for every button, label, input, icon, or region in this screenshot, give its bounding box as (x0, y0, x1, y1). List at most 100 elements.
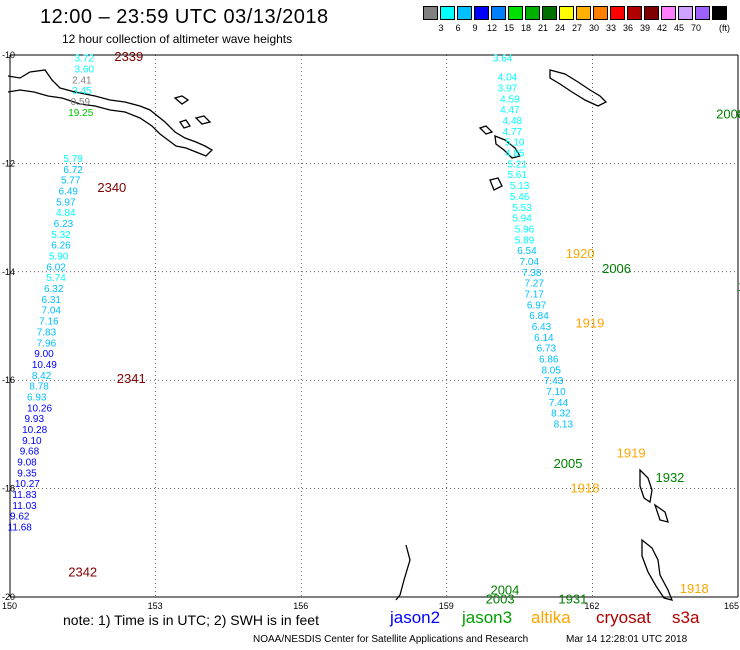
wave-height-labels: 3.723.602.413.450.5919.255.796.725.776.4… (8, 54, 574, 534)
wave-height-value: 7.17 (524, 289, 544, 300)
wave-height-value: 5.61 (507, 170, 527, 181)
wave-height-value: 5.46 (510, 192, 530, 203)
scale-swatch (508, 6, 523, 20)
legend-entry-altika: altika (531, 608, 571, 627)
wave-height-value: 9.08 (17, 458, 37, 469)
wave-height-value: 11.03 (12, 501, 37, 512)
wave-height-value: 5.21 (507, 159, 527, 170)
pass-time-label: 1919 (617, 445, 646, 460)
scale-tick: 9 (472, 23, 478, 33)
wave-height-value: 4.48 (503, 116, 523, 127)
pass-time-label: 19 (738, 279, 740, 294)
coastline-vanuatu-3 (641, 538, 674, 601)
wave-height-value: 10.26 (27, 403, 52, 414)
wave-height-value: 6.93 (27, 392, 47, 403)
wave-height-value: 6.72 (63, 165, 83, 176)
scale-swatch (576, 6, 591, 20)
wave-height-value: 5.96 (515, 224, 535, 235)
scale-swatch (457, 6, 472, 20)
wave-height-value: 4.59 (500, 94, 520, 105)
wave-height-value: 7.16 (39, 317, 59, 328)
coastline-solomon-1 (549, 69, 608, 107)
coastline (7, 69, 674, 601)
pass-time-label: 1920 (566, 246, 595, 261)
map-subtitle: 12 hour collection of altimeter wave hei… (62, 32, 293, 46)
pass-time-label: 1918 (680, 581, 709, 596)
scale-swatch (661, 6, 676, 20)
latitude-label: -14 (2, 267, 15, 277)
generation-timestamp: Mar 14 12:28:01 UTC 2018 (566, 634, 688, 645)
scale-swatch (644, 6, 659, 20)
pass-time-label: 2004 (490, 582, 519, 597)
wave-height-value: 4.47 (500, 105, 520, 116)
coastline-solomon-3 (494, 134, 522, 159)
wave-height-value: 10.27 (15, 479, 40, 490)
wave-height-value: 4.04 (498, 73, 518, 84)
scale-tick: 33 (605, 23, 616, 33)
wave-height-value: 5.94 (512, 214, 532, 225)
legend-entry-cryosat: cryosat (596, 608, 651, 627)
wave-height-value: 7.04 (520, 257, 540, 268)
latitude-label: -18 (2, 484, 15, 494)
pass-time-label: 1931 (558, 592, 587, 607)
wave-height-value: 5.89 (515, 235, 535, 246)
wave-height-value: 10.28 (22, 425, 47, 436)
wave-height-value: 6.43 (532, 322, 552, 333)
wave-height-value: 3.64 (493, 54, 513, 65)
scale-tick: 70 (690, 23, 701, 33)
wave-height-value: 5.32 (51, 230, 71, 241)
latitude-label: -12 (2, 158, 15, 168)
pass-time-label: 2008 (716, 107, 740, 122)
wave-height-value: 7.44 (549, 398, 569, 409)
scale-tick: 24 (554, 23, 565, 33)
wave-height-value: 5.77 (61, 176, 81, 187)
wave-height-value: 6.32 (44, 284, 64, 295)
coastline-island-b (194, 115, 212, 125)
pass-time-label: 1919 (575, 315, 604, 330)
scale-swatch (525, 6, 540, 20)
wave-height-value: 11.68 (8, 523, 33, 534)
wave-height-value: 5.97 (56, 197, 76, 208)
wave-height-value: 6.54 (517, 246, 537, 257)
scale-swatch (695, 6, 710, 20)
scale-swatch (474, 6, 489, 20)
scale-swatch (559, 6, 574, 20)
wave-height-value: 8.42 (32, 371, 52, 382)
wave-height-value: 6.49 (59, 187, 79, 198)
latitude-label: -16 (2, 375, 15, 385)
wave-height-value: 7.27 (524, 279, 544, 290)
wave-height-value: 9.35 (17, 468, 37, 479)
longitude-label: 165 (724, 601, 739, 611)
coastline-new-caledonia-hint (395, 544, 411, 601)
latitude-label: -10 (2, 50, 15, 60)
scale-tick: 18 (520, 23, 531, 33)
wave-height-value: 8.05 (541, 365, 561, 376)
wave-height-value: 0.59 (71, 97, 91, 108)
longitude-label: 156 (293, 601, 308, 611)
wave-height-value: 5.79 (63, 154, 83, 165)
wave-height-value: 19.25 (68, 108, 93, 119)
wave-height-value: 7.10 (546, 387, 566, 398)
wave-height-value: 9.00 (34, 349, 54, 360)
scale-tick: 21 (537, 23, 548, 33)
pass-time-label: 2003 (486, 592, 515, 607)
wave-height-value: 6.02 (46, 262, 66, 273)
wave-height-value: 5.53 (512, 203, 532, 214)
pass-time-label: 2340 (97, 180, 126, 195)
wave-height-value: 6.14 (534, 333, 554, 344)
wave-height-value: 5.10 (505, 138, 525, 149)
scale-swatch (593, 6, 608, 20)
scale-tick: 6 (455, 23, 461, 33)
scale-swatch (423, 6, 438, 20)
wave-height-value: 3.72 (75, 54, 95, 65)
coastline-new-guinea-tip (7, 69, 214, 157)
legend-entry-jason2: jason2 (390, 608, 441, 627)
wave-height-value: 6.84 (529, 311, 549, 322)
latitude-label: -20 (2, 592, 15, 602)
longitude-label: 153 (148, 601, 163, 611)
longitude-label: 150 (2, 601, 17, 611)
wave-height-value: 4.84 (56, 208, 76, 219)
wave-height-value: 5.74 (46, 273, 66, 284)
